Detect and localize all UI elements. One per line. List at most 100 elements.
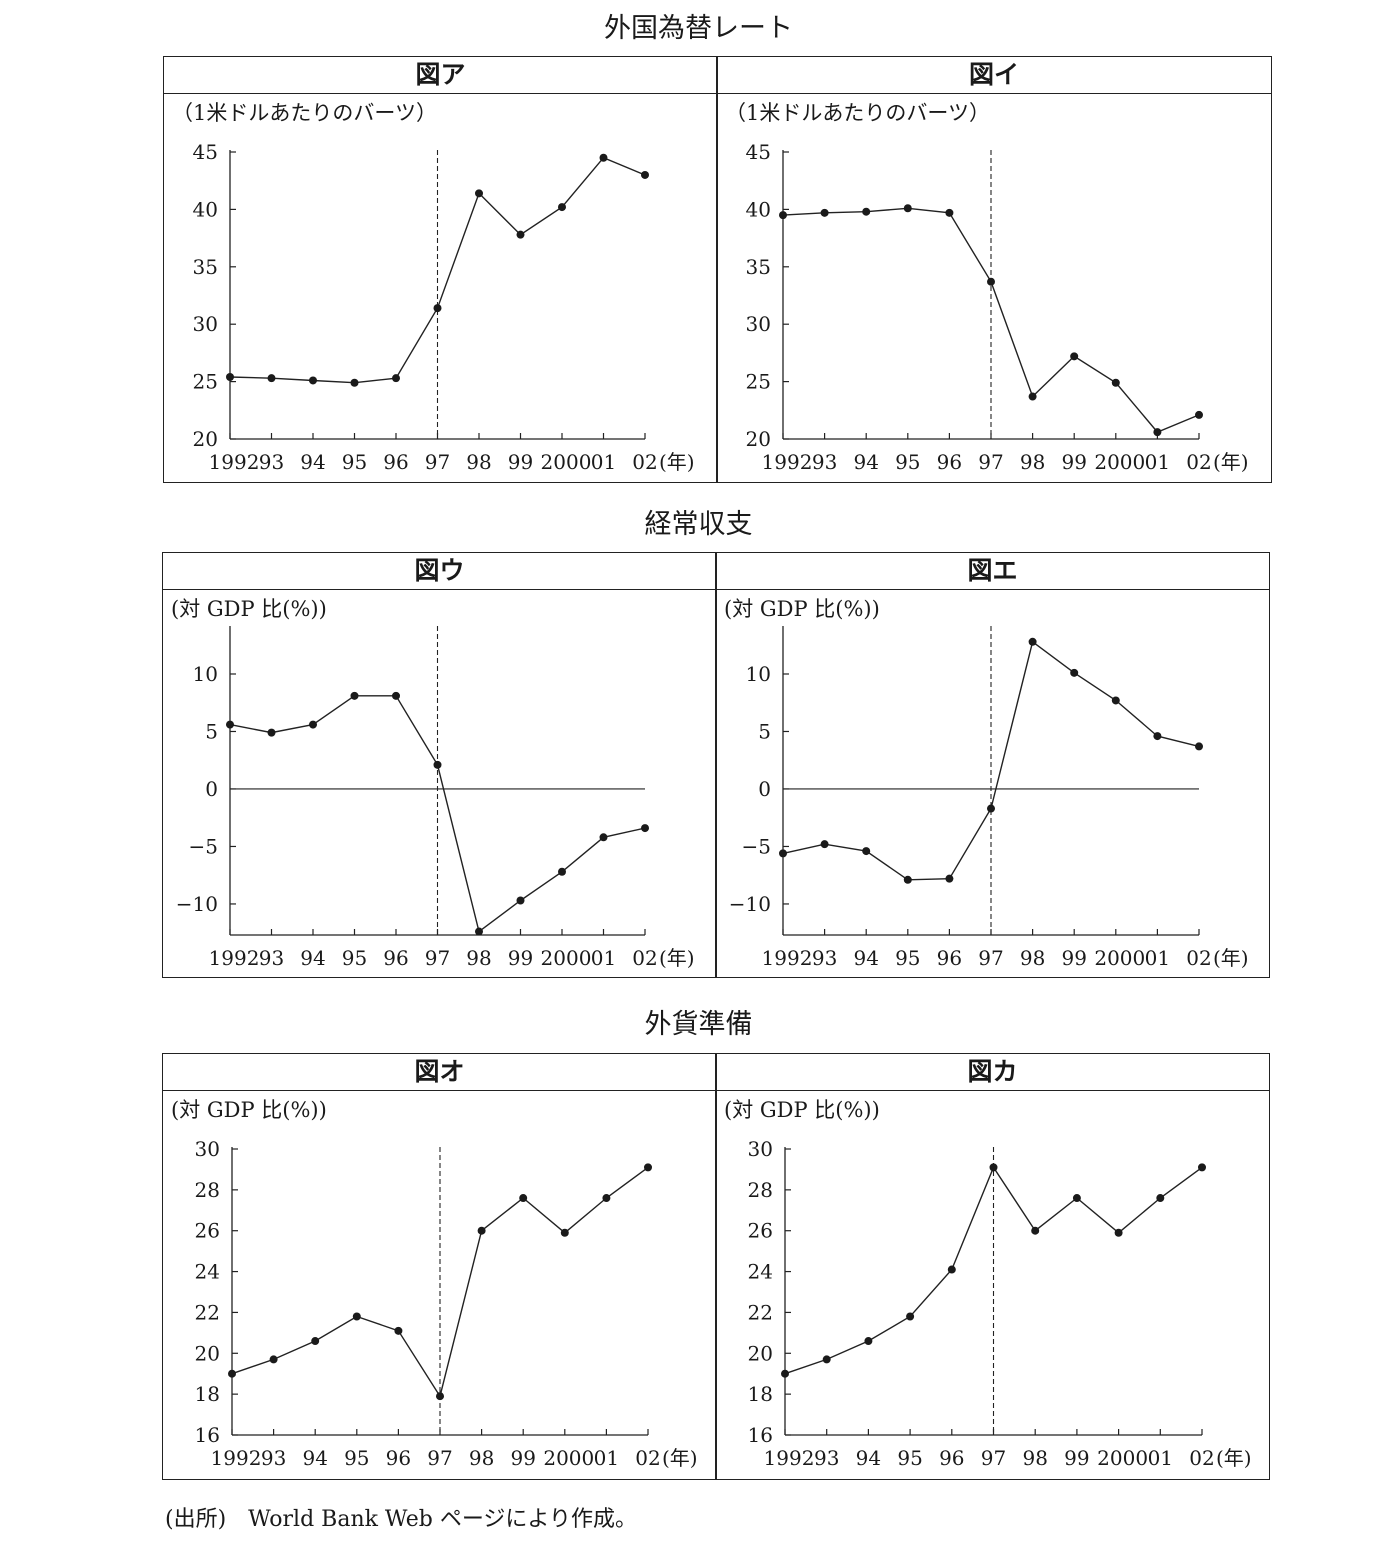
data-point [516, 230, 525, 239]
y-tick-label: 45 [746, 140, 771, 164]
x-tick-label: 02 [1189, 1446, 1214, 1470]
data-point [309, 376, 317, 385]
y-tick-label: 10 [746, 662, 771, 686]
x-unit-label: (年) [1216, 1446, 1252, 1470]
data-point [820, 840, 829, 849]
x-tick-label: 98 [1022, 1446, 1047, 1470]
x-tick-label: 1992 [762, 450, 813, 474]
data-point [477, 1226, 486, 1235]
data-point [226, 720, 234, 729]
data-point [641, 824, 649, 833]
x-tick-label: 95 [895, 946, 920, 970]
chart-panel-ka: 図カ (対 GDP 比(%)) 16 18 20 22 24 26 28 30 1992 93 94… [715, 1053, 1270, 1480]
x-tick-label: 94 [856, 1446, 881, 1470]
x-tick-label: 1992 [762, 946, 813, 970]
y-tick-label: 24 [748, 1260, 773, 1284]
y-tick-label: −5 [742, 834, 771, 858]
x-tick-label: 2000 [543, 1446, 594, 1470]
data-point [781, 1369, 789, 1378]
x-tick-label: 99 [508, 450, 533, 474]
x-tick-label: 94 [300, 946, 325, 970]
section-title-exchange-rate: 外国為替レート [604, 13, 793, 44]
data-point [267, 728, 276, 737]
x-tick-label: 2000 [541, 450, 592, 474]
x-tick-label: 97 [978, 450, 1003, 474]
line-chart: 20 25 30 35 40 45 1992 93 94 95 96 97 98 99 2000 01 02 (年… [746, 140, 1249, 474]
source-note: (出所) World Bank Web ページにより作成。 [165, 1507, 637, 1532]
y-tick-label: 20 [748, 1341, 773, 1365]
y-unit-label: (対 GDP 比(%)) [724, 597, 880, 621]
x-unit-label: (年) [662, 1446, 698, 1470]
data-point [644, 1163, 652, 1172]
data-point [394, 1326, 403, 1335]
data-point [987, 277, 995, 286]
x-tick-label: 01 [591, 946, 616, 970]
x-tick-label: 98 [1020, 946, 1045, 970]
x-tick-label: 98 [469, 1446, 494, 1470]
x-tick-label: 01 [594, 1446, 619, 1470]
x-tick-label: 01 [1148, 1446, 1173, 1470]
data-point [1198, 1163, 1206, 1172]
data-point [864, 1337, 873, 1346]
y-tick-label: 20 [746, 427, 771, 451]
x-tick-label: 1992 [209, 450, 260, 474]
x-tick-label: 93 [261, 1446, 286, 1470]
y-tick-label: 18 [748, 1382, 773, 1406]
data-point [1028, 637, 1037, 646]
x-tick-label: 02 [632, 450, 657, 474]
chart-panel-a: 図ア （1米ドルあたりのバーツ） 20 25 30 35 40 45 1992 93 94 95 9… [163, 56, 718, 483]
y-tick-label: 35 [193, 255, 218, 279]
data-point [267, 374, 276, 383]
x-tick-label: 95 [342, 450, 367, 474]
data-point [1153, 428, 1162, 437]
x-tick-label: 97 [425, 946, 450, 970]
y-tick-label: 30 [746, 312, 771, 336]
x-tick-label: 01 [591, 450, 616, 474]
x-tick-label: 02 [632, 946, 657, 970]
x-tick-label: 98 [466, 946, 491, 970]
data-point [862, 207, 871, 216]
data-point [599, 833, 608, 842]
data-point [269, 1355, 278, 1364]
x-tick-label: 99 [508, 946, 533, 970]
y-tick-label: 40 [746, 197, 771, 221]
section-title-foreign-reserves: 外貨準備 [644, 1009, 753, 1040]
data-point [822, 1355, 831, 1364]
x-tick-label: 98 [466, 450, 491, 474]
x-unit-label: (年) [659, 450, 695, 474]
y-tick-label: 45 [193, 140, 218, 164]
data-point [989, 1163, 998, 1172]
data-point [226, 373, 234, 382]
data-point [392, 691, 400, 700]
panel-title: 図ウ [163, 553, 716, 590]
data-point [475, 927, 483, 936]
data-point [779, 849, 787, 858]
y-tick-label: 26 [748, 1219, 773, 1243]
y-tick-label: 18 [195, 1382, 220, 1406]
x-tick-label: 94 [302, 1446, 327, 1470]
data-point [392, 374, 400, 383]
line-chart: −10 −5 0 5 10 1992 93 94 95 96 97 98 99 2000 01 02 (年) [176, 626, 695, 970]
x-tick-label: 94 [853, 946, 878, 970]
y-tick-label: 24 [195, 1260, 220, 1284]
x-tick-label: 98 [1020, 450, 1045, 474]
panel-title: 図オ [163, 1054, 716, 1091]
x-tick-label: 96 [383, 450, 408, 474]
data-point [309, 720, 317, 729]
y-unit-label: (対 GDP 比(%)) [171, 597, 327, 621]
y-tick-label: 40 [193, 197, 218, 221]
data-point [903, 204, 912, 213]
x-tick-label: 95 [897, 1446, 922, 1470]
data-point [350, 378, 359, 387]
y-tick-label: 16 [748, 1423, 773, 1447]
x-tick-label: 02 [1186, 450, 1211, 474]
data-point [906, 1312, 915, 1321]
x-tick-label: 1992 [211, 1446, 262, 1470]
y-unit-label: (対 GDP 比(%)) [724, 1098, 880, 1122]
x-tick-label: 99 [1064, 1446, 1089, 1470]
data-point [350, 691, 359, 700]
x-tick-label: 99 [1061, 946, 1086, 970]
data-point [1070, 668, 1079, 677]
data-point [1156, 1194, 1165, 1203]
x-tick-label: 93 [259, 946, 284, 970]
